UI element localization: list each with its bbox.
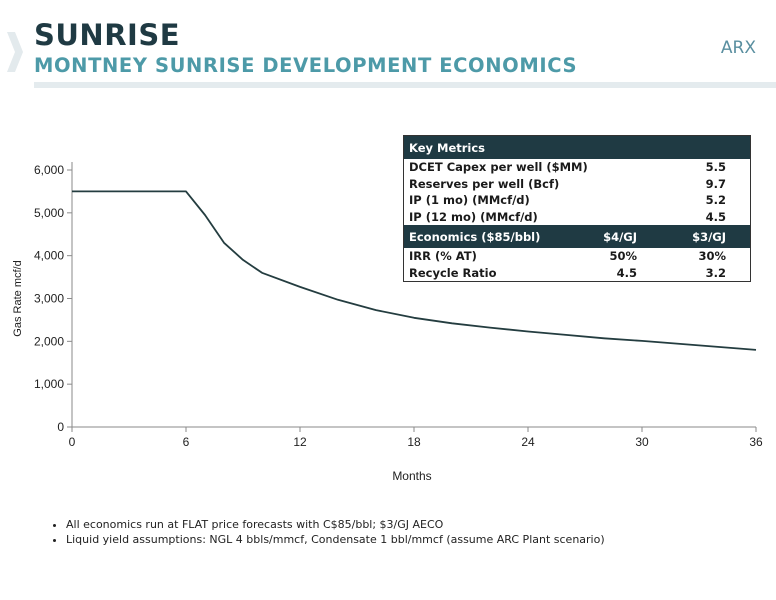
y-tick-label: 2,000 xyxy=(34,334,64,348)
metrics-row: IP (12 mo) (MMcf/d) 4.5 xyxy=(404,209,750,226)
x-axis-label: Months xyxy=(392,469,431,483)
y-tick-label: 5,000 xyxy=(34,206,64,220)
metric-label: IP (1 mo) (MMcf/d) xyxy=(409,193,530,208)
page-title: SUNRISE xyxy=(34,18,181,52)
x-tick-label: 6 xyxy=(183,435,190,449)
brand-logo: ARX xyxy=(720,38,756,58)
x-tick-label: 24 xyxy=(521,435,535,449)
y-tick-label: 6,000 xyxy=(34,163,64,177)
header-divider xyxy=(34,82,776,88)
metrics-row: IP (1 mo) (MMcf/d) 5.2 xyxy=(404,192,750,209)
metric-label: IP (12 mo) (MMcf/d) xyxy=(409,209,538,224)
x-tick-label: 0 xyxy=(69,435,76,449)
footnotes: All economics run at FLAT price forecast… xyxy=(48,518,605,548)
economics-col2-value: 30% xyxy=(698,249,726,264)
page-subtitle: MONTNEY SUNRISE DEVELOPMENT ECONOMICS xyxy=(34,54,578,77)
economics-col1-value: 4.5 xyxy=(616,265,637,280)
y-axis-label: Gas Rate mcf/d xyxy=(12,260,24,336)
metric-label: DCET Capex per well ($MM) xyxy=(409,160,588,175)
chart-labels: 0 1,000 2,000 3,000 4,000 5,000 6,000 0 6 12 18 24 3… xyxy=(12,163,763,483)
key-metrics-header: Key Metrics xyxy=(404,136,750,159)
footnote-item: All economics run at FLAT price forecast… xyxy=(66,518,605,531)
metric-label: Reserves per well (Bcf) xyxy=(409,176,560,191)
x-tick-label: 12 xyxy=(293,435,307,449)
key-metrics-table: Key Metrics DCET Capex per well ($MM) 5.… xyxy=(403,135,751,282)
economics-col2-value: 3.2 xyxy=(705,265,726,280)
y-tick-label: 1,000 xyxy=(34,377,64,391)
chevron-icon xyxy=(7,32,23,72)
metric-value: 9.7 xyxy=(705,176,726,191)
y-tick-label: 4,000 xyxy=(34,249,64,263)
metrics-row: Reserves per well (Bcf) 9.7 xyxy=(404,176,750,193)
economics-label: IRR (% AT) xyxy=(409,249,477,264)
y-tick-label: 0 xyxy=(57,420,64,434)
x-tick-label: 36 xyxy=(749,435,763,449)
x-tick-label: 18 xyxy=(407,435,421,449)
footnote-item: Liquid yield assumptions: NGL 4 bbls/mmc… xyxy=(66,533,605,546)
metrics-row: DCET Capex per well ($MM) 5.5 xyxy=(404,159,750,176)
gas-rate-line xyxy=(72,190,757,351)
economics-col2-header: $3/GJ xyxy=(661,225,750,248)
economics-col1-value: 50% xyxy=(609,249,637,264)
y-tick-label: 3,000 xyxy=(34,292,64,306)
economics-header: Economics ($85/bbl) $4/GJ $3/GJ xyxy=(404,225,750,248)
key-metrics-title: Key Metrics xyxy=(404,136,750,159)
economics-row: Recycle Ratio 4.5 3.2 xyxy=(404,265,750,282)
chart-axes xyxy=(67,162,757,432)
economics-col1-header: $4/GJ xyxy=(572,225,661,248)
chart-series xyxy=(72,190,757,351)
economics-row: IRR (% AT) 50% 30% xyxy=(404,248,750,265)
economics-title: Economics ($85/bbl) xyxy=(404,225,572,248)
metric-value: 4.5 xyxy=(705,209,726,224)
metric-value: 5.5 xyxy=(705,160,726,175)
metric-value: 5.2 xyxy=(705,193,726,208)
x-tick-label: 30 xyxy=(635,435,649,449)
economics-label: Recycle Ratio xyxy=(409,265,497,280)
